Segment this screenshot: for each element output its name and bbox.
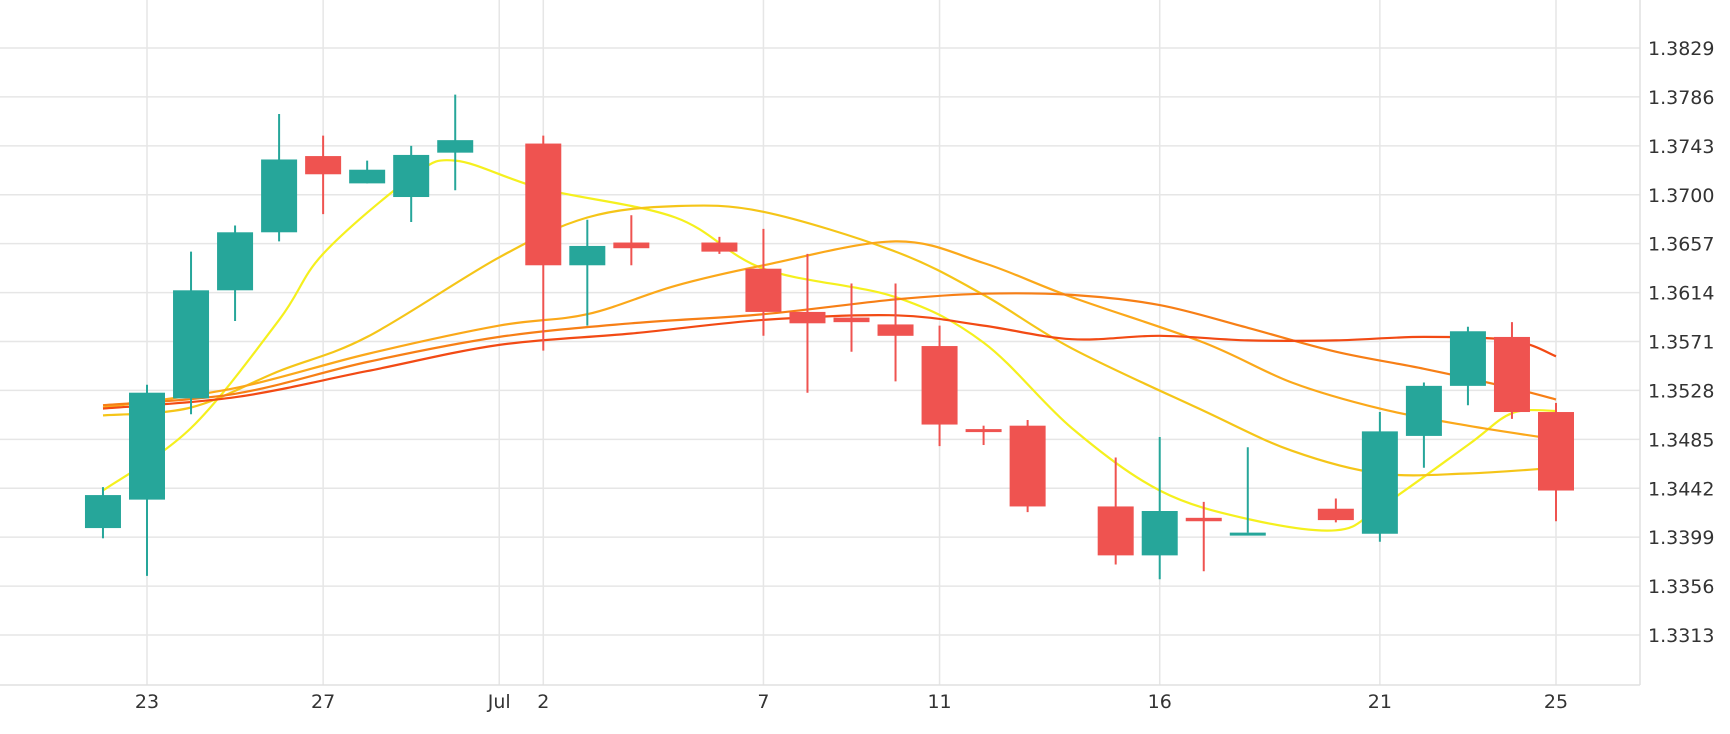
- moving-average-line-5: [102, 314, 1557, 410]
- candle: [1361, 412, 1398, 542]
- x-tick-label: 23: [135, 691, 159, 713]
- candle: [921, 325, 958, 447]
- candle: [129, 384, 165, 576]
- candle: [349, 160, 386, 184]
- candle-body: [921, 346, 958, 425]
- candle-body: [877, 324, 914, 336]
- y-tick-label: 1.3571: [1648, 332, 1714, 354]
- candle: [173, 251, 210, 415]
- candle-body: [833, 317, 870, 323]
- candle: [569, 219, 606, 326]
- y-tick-label: 1.3399: [1648, 527, 1714, 549]
- candle-body: [305, 156, 342, 175]
- candle: [789, 253, 826, 393]
- candle-body: [1185, 517, 1222, 522]
- candle-body: [525, 143, 562, 266]
- grid-layer: [0, 0, 1640, 685]
- y-tick-label: 1.3829: [1648, 38, 1714, 60]
- candle: [965, 425, 1002, 446]
- candle: [525, 135, 562, 351]
- y-tick-label: 1.3356: [1648, 576, 1714, 598]
- candle-body: [1141, 511, 1178, 556]
- candle: [84, 487, 121, 539]
- candle: [1229, 447, 1266, 536]
- x-tick-label: 21: [1368, 691, 1392, 713]
- moving-average-lines: [102, 159, 1557, 532]
- candle-body: [84, 495, 121, 529]
- candle: [1009, 419, 1046, 513]
- y-tick-label: 1.3743: [1648, 136, 1714, 158]
- y-tick-label: 1.3528: [1648, 380, 1714, 402]
- candle-body: [437, 140, 474, 153]
- candle: [1493, 322, 1530, 419]
- candle-body: [1009, 425, 1046, 507]
- candle: [305, 135, 342, 215]
- candle-body: [789, 311, 826, 324]
- candle: [1538, 402, 1574, 522]
- candle-body: [1097, 506, 1134, 556]
- candle-body: [701, 242, 738, 252]
- candle-body: [349, 169, 386, 184]
- candle-body: [1229, 532, 1266, 536]
- candle: [1097, 457, 1134, 565]
- candle-body: [965, 429, 1002, 433]
- candle-body: [217, 232, 254, 291]
- candle-body: [129, 392, 165, 500]
- x-tick-label: 7: [757, 691, 769, 713]
- x-tick-label: 25: [1544, 691, 1568, 713]
- candle-body: [1361, 431, 1398, 534]
- x-tick-label: 2: [537, 691, 549, 713]
- candle: [1317, 498, 1354, 523]
- candle: [393, 145, 430, 223]
- moving-average-line-1: [102, 159, 1557, 532]
- candle: [261, 113, 298, 242]
- candle: [1185, 501, 1222, 572]
- candle: [833, 283, 870, 352]
- candle: [1141, 437, 1178, 580]
- candle-body: [745, 268, 782, 312]
- y-tick-label: 1.3485: [1648, 429, 1714, 451]
- y-tick-label: 1.3614: [1648, 283, 1714, 305]
- candle: [217, 225, 254, 322]
- candle-body: [569, 245, 606, 266]
- y-tick-label: 1.3313: [1648, 625, 1714, 647]
- x-tick-label: 27: [311, 691, 335, 713]
- candles: [84, 94, 1574, 580]
- candle-body: [261, 159, 298, 233]
- candle-body: [1317, 508, 1354, 521]
- candle-body: [1538, 412, 1574, 491]
- moving-average-line-4: [102, 292, 1557, 407]
- moving-average-line-2: [102, 204, 1557, 477]
- candle: [877, 283, 914, 382]
- candle: [1449, 326, 1486, 406]
- candle-body: [1449, 331, 1486, 386]
- y-tick-label: 1.3786: [1648, 87, 1714, 109]
- x-tick-label: 16: [1148, 691, 1172, 713]
- candle-body: [613, 242, 650, 249]
- candle-body: [393, 154, 430, 198]
- candle-body: [1493, 336, 1530, 413]
- x-tick-label: 11: [927, 691, 951, 713]
- moving-average-line-3: [102, 240, 1557, 441]
- y-tick-label: 1.3700: [1648, 185, 1714, 207]
- y-tick-label: 1.3442: [1648, 478, 1714, 500]
- candle: [1405, 382, 1442, 468]
- axes: 1.3313 1.3356 1.3399 1.3442 1.3485 1.3528 1.35…: [0, 0, 1714, 713]
- candle: [701, 236, 738, 254]
- candle: [613, 215, 650, 266]
- candle-body: [173, 290, 210, 399]
- x-tick-label: Jul: [487, 691, 511, 713]
- candle-body: [1405, 385, 1442, 436]
- candle: [437, 94, 474, 191]
- y-tick-label: 1.3657: [1648, 234, 1714, 256]
- candle: [745, 228, 782, 336]
